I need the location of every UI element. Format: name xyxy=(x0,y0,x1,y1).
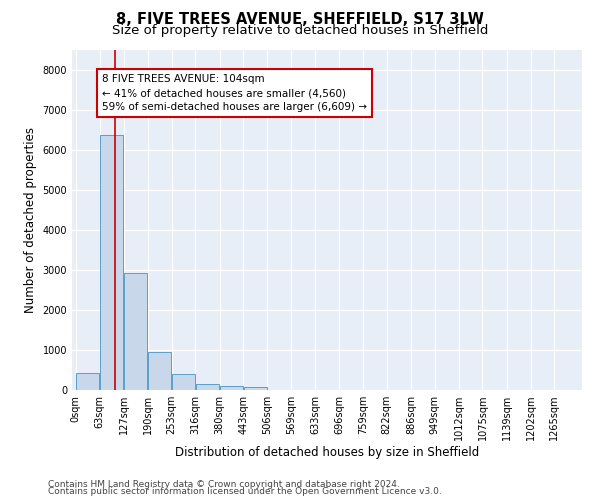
Bar xyxy=(100,135,123,390)
Bar xyxy=(148,352,171,390)
Text: 8 FIVE TREES AVENUE: 104sqm
← 41% of detached houses are smaller (4,560)
59% of : 8 FIVE TREES AVENUE: 104sqm ← 41% of det… xyxy=(102,74,367,112)
Bar xyxy=(244,387,267,390)
Bar xyxy=(220,386,243,390)
Text: Contains public sector information licensed under the Open Government Licence v3: Contains public sector information licen… xyxy=(48,488,442,496)
Bar xyxy=(76,373,99,390)
Bar xyxy=(172,374,195,390)
Text: Contains HM Land Registry data © Crown copyright and database right 2024.: Contains HM Land Registry data © Crown c… xyxy=(48,480,400,489)
Bar xyxy=(196,384,219,390)
Text: Size of property relative to detached houses in Sheffield: Size of property relative to detached ho… xyxy=(112,24,488,37)
Y-axis label: Number of detached properties: Number of detached properties xyxy=(24,127,37,313)
Bar xyxy=(124,273,148,390)
X-axis label: Distribution of detached houses by size in Sheffield: Distribution of detached houses by size … xyxy=(175,446,479,459)
Text: 8, FIVE TREES AVENUE, SHEFFIELD, S17 3LW: 8, FIVE TREES AVENUE, SHEFFIELD, S17 3LW xyxy=(116,12,484,28)
